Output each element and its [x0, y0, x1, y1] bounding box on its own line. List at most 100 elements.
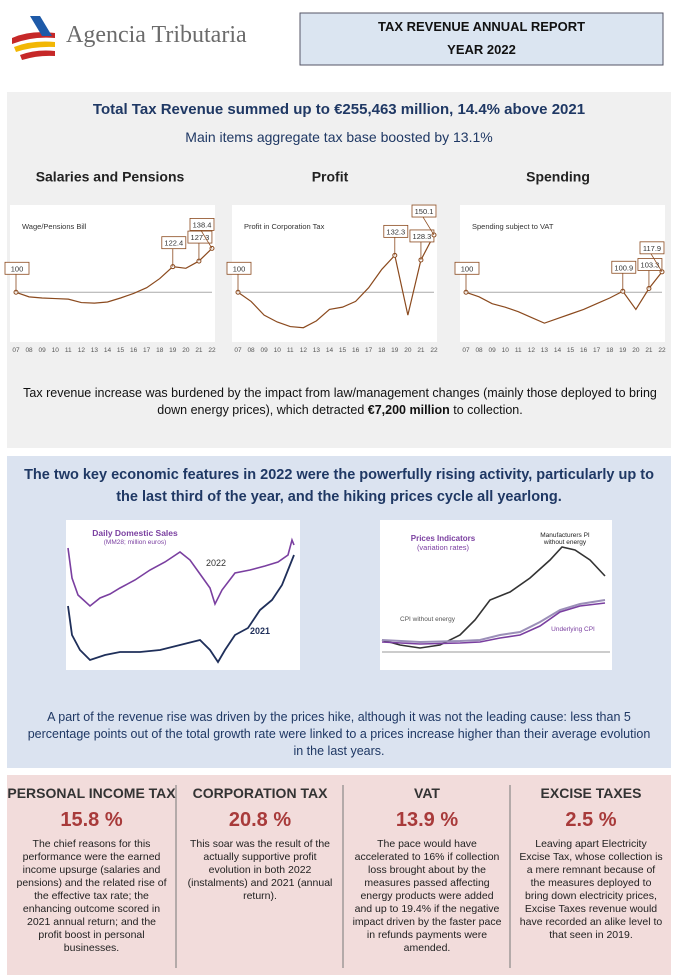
- tax-rate: 15.8 %: [60, 809, 123, 831]
- chart-label: Wage/Pensions Bill: [22, 222, 87, 231]
- x-tick-label: 22: [208, 347, 216, 354]
- line: [15, 247, 213, 304]
- note-text: Tax revenue increase was burdened by the…: [23, 386, 657, 417]
- callout: [422, 216, 435, 236]
- x-tick-label: 10: [502, 347, 510, 354]
- tax-column: CORPORATION TAX 20.8 % This soar was the r…: [177, 778, 343, 974]
- x-tick-label: 12: [78, 347, 86, 354]
- label-box: [226, 261, 252, 275]
- tax-text: The chief reasons for this performance w…: [16, 838, 167, 954]
- sales-2022-line: [67, 537, 295, 608]
- series-label: Manufacturers PI without energy: [540, 532, 590, 546]
- tax-text: This soar was the result of the actually…: [187, 838, 333, 902]
- subheadline: Main items aggregate tax base boosted by…: [185, 129, 493, 145]
- x-tick-label: 18: [378, 347, 386, 354]
- x-tick-label: 21: [417, 347, 425, 354]
- chart-title: Daily Domestic Sales: [92, 528, 178, 538]
- callout: [650, 253, 663, 273]
- x-tick-label: 09: [39, 347, 47, 354]
- x-tick-label: 14: [104, 347, 112, 354]
- x-tick-label: 08: [25, 347, 33, 354]
- tax-title: EXCISE TAXES: [540, 785, 642, 801]
- data-label: 132.3: [386, 227, 405, 236]
- tax-title: PERSONAL INCOME TAX: [7, 785, 176, 801]
- label-box: [454, 261, 480, 275]
- chart-heading: Spending: [526, 169, 590, 185]
- report-year: YEAR 2022: [447, 42, 516, 57]
- chart-heading: Salaries and Pensions: [36, 169, 185, 185]
- chart-title: Prices Indicators: [410, 534, 476, 543]
- tax-column: EXCISE TAXES 2.5 % Leaving apart Electrici…: [511, 778, 671, 974]
- x-tick-label: 13: [541, 347, 549, 354]
- line: [237, 234, 435, 329]
- label-box: [187, 230, 213, 244]
- note: A part of the revenue rise was driven by…: [27, 710, 651, 758]
- x-tick-label: 08: [475, 347, 483, 354]
- label-box: [411, 204, 437, 218]
- x-tick-label: 10: [274, 347, 282, 354]
- x-tick-label: 20: [182, 347, 190, 354]
- x-tick-label: 21: [195, 347, 203, 354]
- x-tick-label: 13: [91, 347, 99, 354]
- x-tick-label: 16: [580, 347, 588, 354]
- x-tick-label: 08: [247, 347, 255, 354]
- x-tick-label: 12: [300, 347, 308, 354]
- tax-column: PERSONAL INCOME TAX 15.8 % The chief reaso…: [7, 778, 176, 974]
- x-tick-label: 07: [462, 347, 470, 354]
- x-tick-label: 15: [117, 347, 125, 354]
- x-tick-label: 12: [528, 347, 536, 354]
- headline: The two key economic features in 2022 we…: [24, 467, 654, 505]
- chart-heading: Profit: [312, 169, 349, 185]
- x-tick-label: 07: [234, 347, 242, 354]
- x-tick-label: 17: [365, 347, 373, 354]
- x-tick-label: 09: [261, 347, 269, 354]
- x-tick-label: 11: [287, 347, 294, 354]
- x-tick-label: 21: [645, 347, 653, 354]
- chart-bg: [10, 205, 215, 342]
- logo-text: Agencia Tributaria: [66, 22, 247, 48]
- x-tick-label: 16: [352, 347, 360, 354]
- tax-title: CORPORATION TAX: [192, 785, 328, 801]
- series-label: CPI without energy: [400, 616, 455, 623]
- data-label: 103.3: [641, 261, 660, 270]
- label-box: [189, 217, 215, 231]
- chart-subtitle: (MM28; million euros): [103, 539, 167, 546]
- headline: Total Tax Revenue summed up to €255,463 …: [92, 101, 586, 118]
- x-tick-label: 16: [130, 347, 138, 354]
- x-tick-label: 19: [169, 347, 177, 354]
- x-tick-label: 19: [391, 347, 399, 354]
- label-box: [161, 236, 187, 250]
- data-label: 128.3: [413, 232, 432, 241]
- x-tick-label: 15: [567, 347, 575, 354]
- report-title-box: [299, 12, 664, 66]
- cpi-line: [381, 599, 606, 644]
- tax-rate: 13.9 %: [395, 809, 459, 831]
- series-label: 2022: [206, 558, 227, 568]
- data-label: 100: [11, 264, 24, 273]
- x-tick-label: 17: [143, 347, 151, 354]
- x-tick-label: 14: [326, 347, 334, 354]
- x-tick-label: 20: [404, 347, 412, 354]
- note-bold: €7,200 million: [367, 403, 450, 417]
- series-label: 2021: [250, 626, 271, 636]
- data-label: 117.9: [643, 244, 661, 253]
- data-label: 138.4: [193, 220, 212, 229]
- x-tick-label: 15: [339, 347, 347, 354]
- label-box: [4, 261, 30, 275]
- label-box: [383, 224, 409, 238]
- prices-chart-bg: [380, 520, 612, 670]
- x-tick-label: 22: [658, 347, 666, 354]
- sales-2021-line: [67, 554, 295, 664]
- tax-rate: 20.8 %: [228, 809, 292, 831]
- tax-text: The pace would have accelerated to 16% i…: [352, 838, 502, 954]
- chart-label: Profit in Corporation Tax: [244, 222, 325, 231]
- data-label: 122.4: [164, 239, 183, 248]
- report-title: TAX REVENUE ANNUAL REPORT: [377, 19, 586, 34]
- x-tick-label: 17: [593, 347, 601, 354]
- chart-subtitle: (variation rates): [416, 543, 470, 552]
- underlying-cpi-line: [381, 602, 606, 645]
- x-tick-label: 10: [52, 347, 60, 354]
- x-tick-label: 14: [554, 347, 562, 354]
- data-label: 127.3: [191, 233, 210, 242]
